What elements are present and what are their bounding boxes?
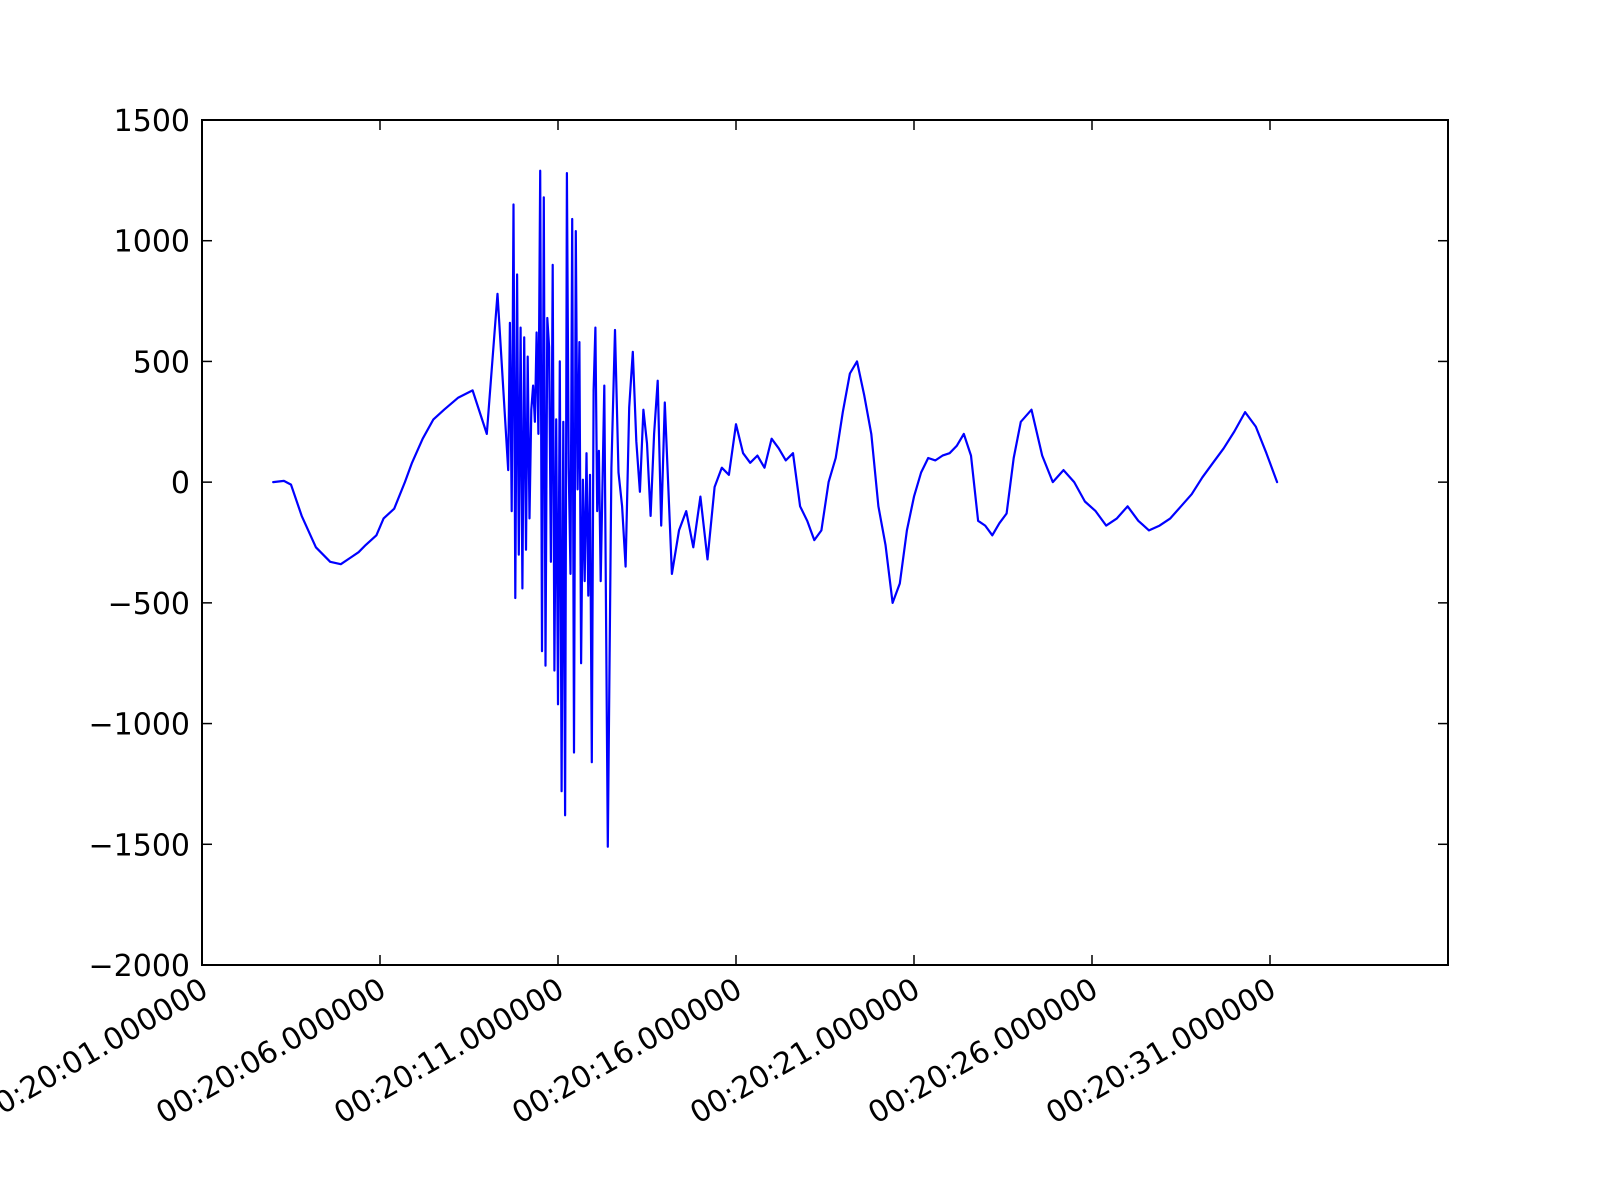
series-line-signal: [272, 169, 1279, 848]
axes-frame: [201, 119, 1449, 966]
y-tick-label: −1500: [89, 828, 190, 863]
y-tick-label: −1000: [89, 708, 190, 743]
y-tick-label: −500: [108, 587, 190, 622]
y-tick-label: 1000: [114, 225, 190, 260]
y-tick-label: −2000: [89, 949, 190, 984]
plot-area: [272, 169, 1279, 848]
y-tick-label: 1500: [114, 104, 190, 139]
y-tick-label: 0: [171, 466, 190, 501]
y-tick-label: 500: [133, 345, 190, 380]
